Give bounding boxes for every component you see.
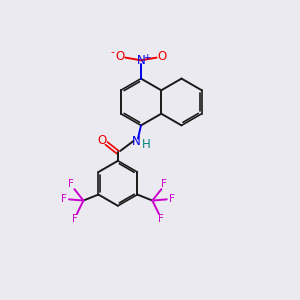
Text: F: F — [61, 194, 67, 204]
Text: F: F — [161, 179, 167, 189]
Text: N: N — [136, 54, 146, 67]
Text: +: + — [143, 53, 151, 62]
Text: O: O — [97, 134, 106, 147]
Text: F: F — [169, 194, 175, 204]
Text: O: O — [158, 50, 166, 63]
Text: F: F — [68, 179, 74, 189]
Text: H: H — [142, 138, 151, 152]
Text: O: O — [116, 50, 124, 63]
Text: F: F — [158, 214, 164, 224]
Text: F: F — [72, 214, 78, 224]
Text: -: - — [110, 47, 115, 57]
Text: N: N — [132, 134, 141, 148]
